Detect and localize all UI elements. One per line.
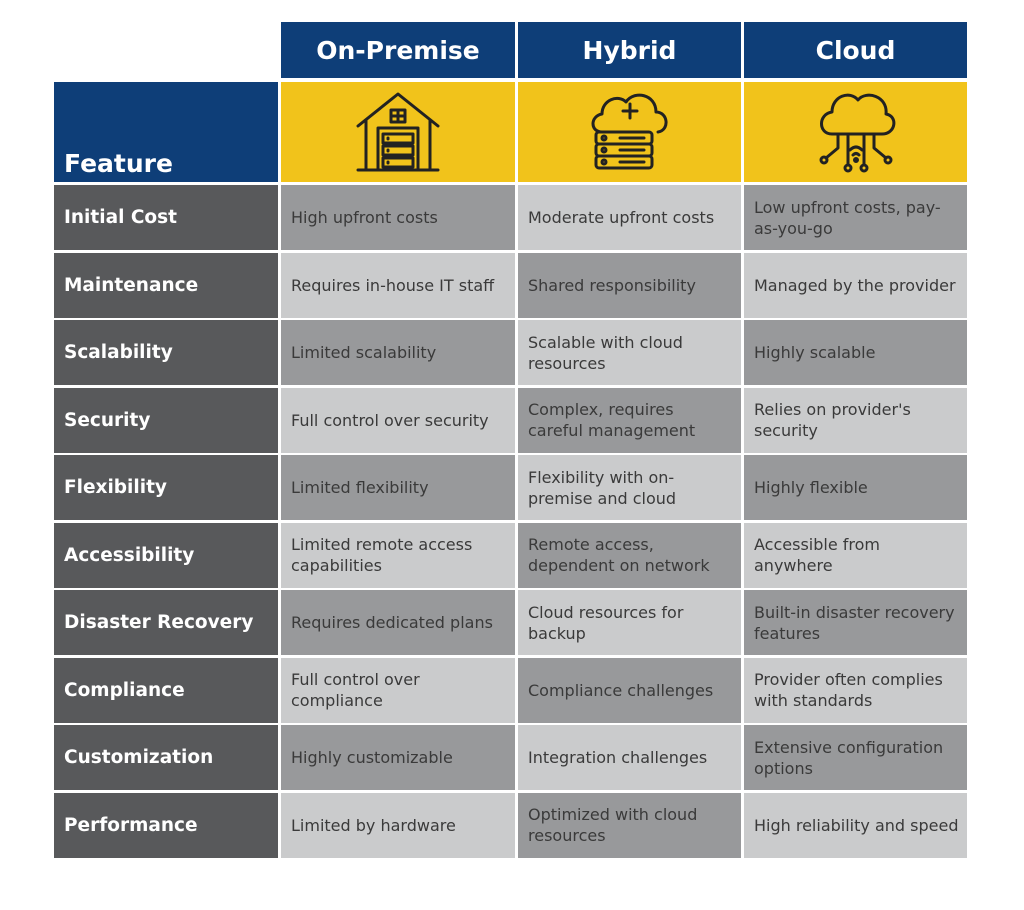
column-header-hybrid: Hybrid <box>518 22 741 78</box>
row-label: Compliance <box>54 657 278 723</box>
feature-header: Feature <box>54 82 278 182</box>
row-label: Disaster Recovery <box>54 590 278 655</box>
table-cell-on-premise: High upfront costs <box>281 185 515 250</box>
table-cell-cloud: Built-in disaster recovery features <box>744 590 967 655</box>
table-cell-hybrid: Moderate upfront costs <box>518 185 741 250</box>
table-cell-hybrid: Shared responsibility <box>518 252 741 318</box>
cloud-server-plus-icon <box>591 93 667 170</box>
row-label: Maintenance <box>54 252 278 318</box>
row-label: Performance <box>54 792 278 858</box>
table-cell-hybrid: Scalable with cloud resources <box>518 320 741 385</box>
cloud-network-icon <box>819 93 895 173</box>
table-cell-cloud: Extensive configuration options <box>744 725 967 790</box>
table-cell-cloud: Managed by the provider <box>744 252 967 318</box>
table-cell-cloud: Relies on provider's security <box>744 387 967 453</box>
table-cell-hybrid: Optimized with cloud resources <box>518 792 741 858</box>
icon-cell-cloud <box>744 82 967 182</box>
row-label: Accessibility <box>54 522 278 588</box>
table-cell-on-premise: Highly customizable <box>281 725 515 790</box>
table-cell-hybrid: Integration challenges <box>518 725 741 790</box>
table-cell-hybrid: Remote access, dependent on network <box>518 522 741 588</box>
row-label: Initial Cost <box>54 185 278 250</box>
table-cell-on-premise: Full control over compliance <box>281 657 515 723</box>
row-label: Customization <box>54 725 278 790</box>
table-cell-on-premise: Full control over security <box>281 387 515 453</box>
column-header-cloud: Cloud <box>744 22 967 78</box>
house-server-icon <box>356 92 440 172</box>
table-cell-hybrid: Complex, requires careful management <box>518 387 741 453</box>
table-cell-cloud: Provider often complies with standards <box>744 657 967 723</box>
table-cell-on-premise: Requires in-house IT staff <box>281 252 515 318</box>
table-cell-cloud: Low upfront costs, pay-as-you-go <box>744 185 967 250</box>
column-header-on-premise: On-Premise <box>281 22 515 78</box>
table-cell-hybrid: Compliance challenges <box>518 657 741 723</box>
row-label: Security <box>54 387 278 453</box>
table-cell-cloud: Highly flexible <box>744 455 967 520</box>
table-cell-cloud: High reliability and speed <box>744 792 967 858</box>
table-cell-cloud: Accessible from anywhere <box>744 522 967 588</box>
table-cell-on-premise: Limited flexibility <box>281 455 515 520</box>
icon-cell-hybrid <box>518 82 741 182</box>
table-cell-on-premise: Limited scalability <box>281 320 515 385</box>
table-cell-hybrid: Flexibility with on-premise and cloud <box>518 455 741 520</box>
table-cell-cloud: Highly scalable <box>744 320 967 385</box>
table-cell-hybrid: Cloud resources for backup <box>518 590 741 655</box>
table-cell-on-premise: Limited by hardware <box>281 792 515 858</box>
icon-cell-on-premise <box>281 82 515 182</box>
table-cell-on-premise: Limited remote access capabilities <box>281 522 515 588</box>
row-label: Flexibility <box>54 455 278 520</box>
table-cell-on-premise: Requires dedicated plans <box>281 590 515 655</box>
row-label: Scalability <box>54 320 278 385</box>
